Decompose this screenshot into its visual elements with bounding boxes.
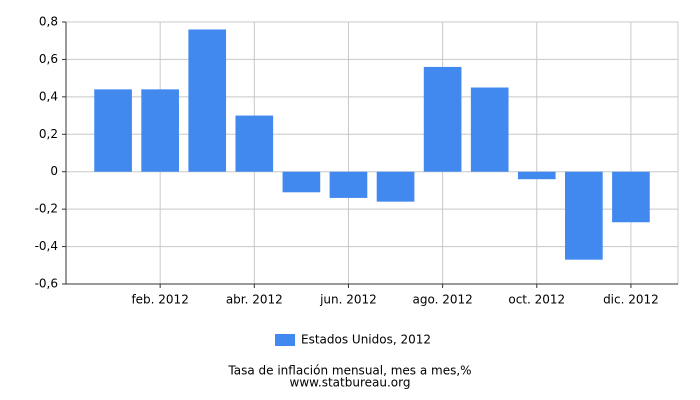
bar xyxy=(235,115,274,172)
x-tick-label: feb. 2012 xyxy=(131,293,188,307)
y-tick-label: 0,8 xyxy=(39,15,58,29)
x-tick-label: dic. 2012 xyxy=(603,293,659,307)
legend-swatch xyxy=(275,334,295,346)
bar xyxy=(329,171,368,198)
bar xyxy=(282,171,321,193)
legend-label: Estados Unidos, 2012 xyxy=(301,333,431,347)
x-tick-label: abr. 2012 xyxy=(226,293,283,307)
bar xyxy=(94,89,132,172)
bar xyxy=(423,66,462,172)
bar xyxy=(141,89,179,172)
x-tick-label: oct. 2012 xyxy=(508,293,565,307)
y-tick-label: 0,6 xyxy=(39,52,58,66)
x-tick-label: ago. 2012 xyxy=(412,293,472,307)
y-tick-label: -0,6 xyxy=(35,277,58,291)
bar xyxy=(376,171,415,202)
y-tick-label: 0 xyxy=(50,164,58,178)
y-tick-label: 0,4 xyxy=(39,89,58,103)
caption: Tasa de inflación mensual, mes a mes,% xyxy=(227,364,471,378)
bar xyxy=(517,171,556,180)
y-tick-label: 0,2 xyxy=(39,127,58,141)
bar xyxy=(470,87,509,172)
bar xyxy=(188,29,227,172)
y-tick-label: -0,4 xyxy=(35,239,58,253)
x-tick-label: jun. 2012 xyxy=(319,293,377,307)
bar xyxy=(612,171,650,223)
source: www.statbureau.org xyxy=(290,376,411,390)
bar xyxy=(565,171,603,260)
y-tick-label: -0,2 xyxy=(35,202,58,216)
